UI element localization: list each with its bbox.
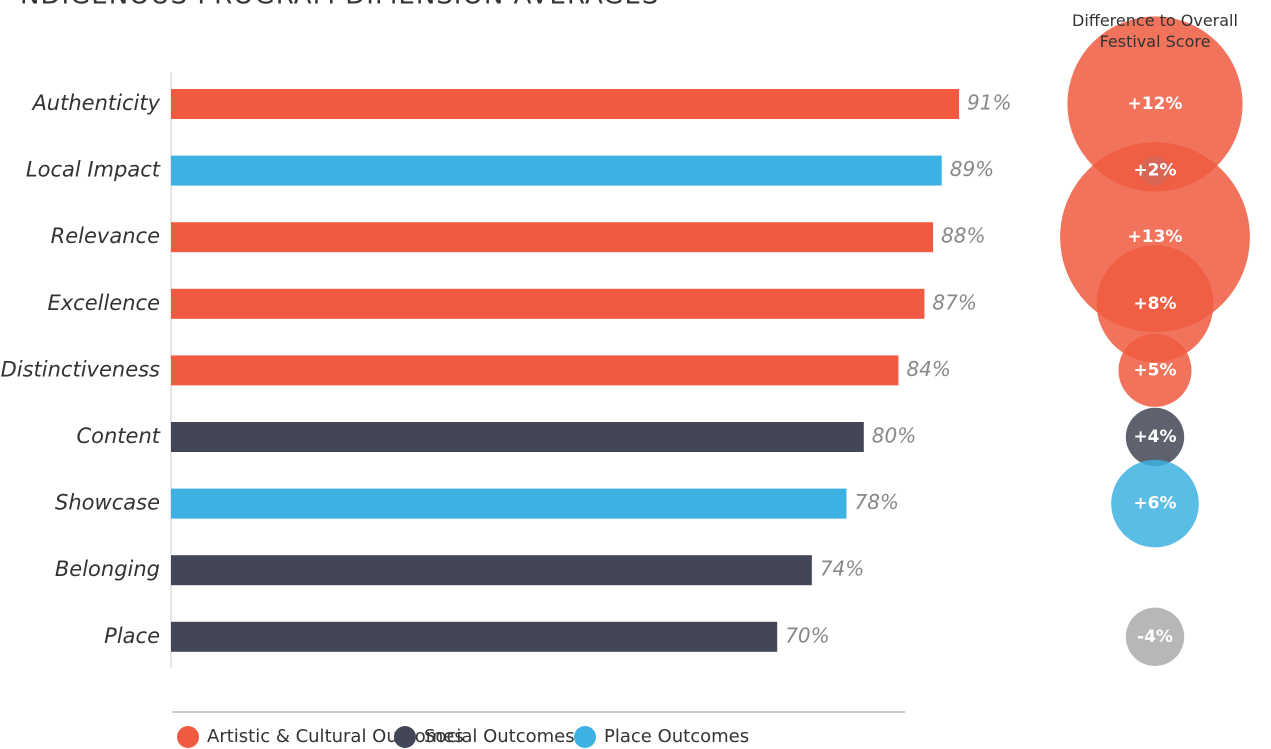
- value-label: 70%: [785, 623, 829, 647]
- legend-swatch: [394, 726, 416, 748]
- category-label: Excellence: [47, 291, 160, 315]
- category-label: Place: [104, 624, 160, 648]
- value-label: 91%: [967, 91, 1011, 115]
- bubble-title: Difference to Overall Festival Score: [1072, 11, 1238, 51]
- chart-title: NDIGENOUS PROGRAM DIMENSION AVERAGES: [20, 0, 659, 11]
- bubble-label: +13%: [1128, 227, 1183, 247]
- bar: [171, 288, 925, 319]
- bubble-label: +8%: [1133, 294, 1176, 314]
- bubble-label: +12%: [1128, 94, 1183, 114]
- category-label: Content: [76, 424, 160, 448]
- bar: [171, 89, 960, 119]
- category-label: Belonging: [55, 557, 160, 581]
- bar: [171, 355, 899, 386]
- bubble-label: +4%: [1133, 427, 1176, 447]
- bar: [171, 422, 864, 452]
- bar: [171, 222, 934, 253]
- value-label: 84%: [906, 357, 950, 381]
- value-label: 74%: [820, 557, 864, 581]
- bubble: [1067, 16, 1243, 192]
- value-label: 89%: [950, 157, 994, 181]
- bubble-label: +6%: [1133, 494, 1176, 514]
- category-label: Showcase: [55, 491, 160, 515]
- bubble-label: +2%: [1133, 161, 1176, 181]
- bubble-label: -4%: [1137, 627, 1173, 647]
- value-label: 87%: [932, 290, 976, 314]
- bubble: [1125, 607, 1185, 666]
- legend-label: Place Outcomes: [604, 726, 749, 747]
- bubble-label: =: [1148, 560, 1162, 580]
- bar: [171, 155, 942, 186]
- bar: [171, 555, 812, 586]
- category-label: Relevance: [51, 224, 160, 248]
- bar: [171, 621, 778, 652]
- bar: [171, 488, 847, 519]
- value-label: 80%: [872, 424, 916, 448]
- bubble: [1118, 333, 1192, 407]
- value-label: 78%: [854, 490, 898, 514]
- legend-label: Social Outcomes: [424, 726, 575, 747]
- bubble: [1111, 459, 1199, 548]
- legend-swatch: [177, 726, 199, 748]
- category-label: Distinctiveness: [1, 357, 160, 381]
- category-label: Authenticity: [30, 91, 160, 115]
- bubble-label: +5%: [1133, 360, 1176, 380]
- legend-swatch: [574, 726, 596, 748]
- category-label: Local Impact: [26, 158, 161, 182]
- bubble: [1096, 245, 1214, 363]
- value-label: 88%: [941, 224, 985, 248]
- bubble: [1125, 407, 1185, 467]
